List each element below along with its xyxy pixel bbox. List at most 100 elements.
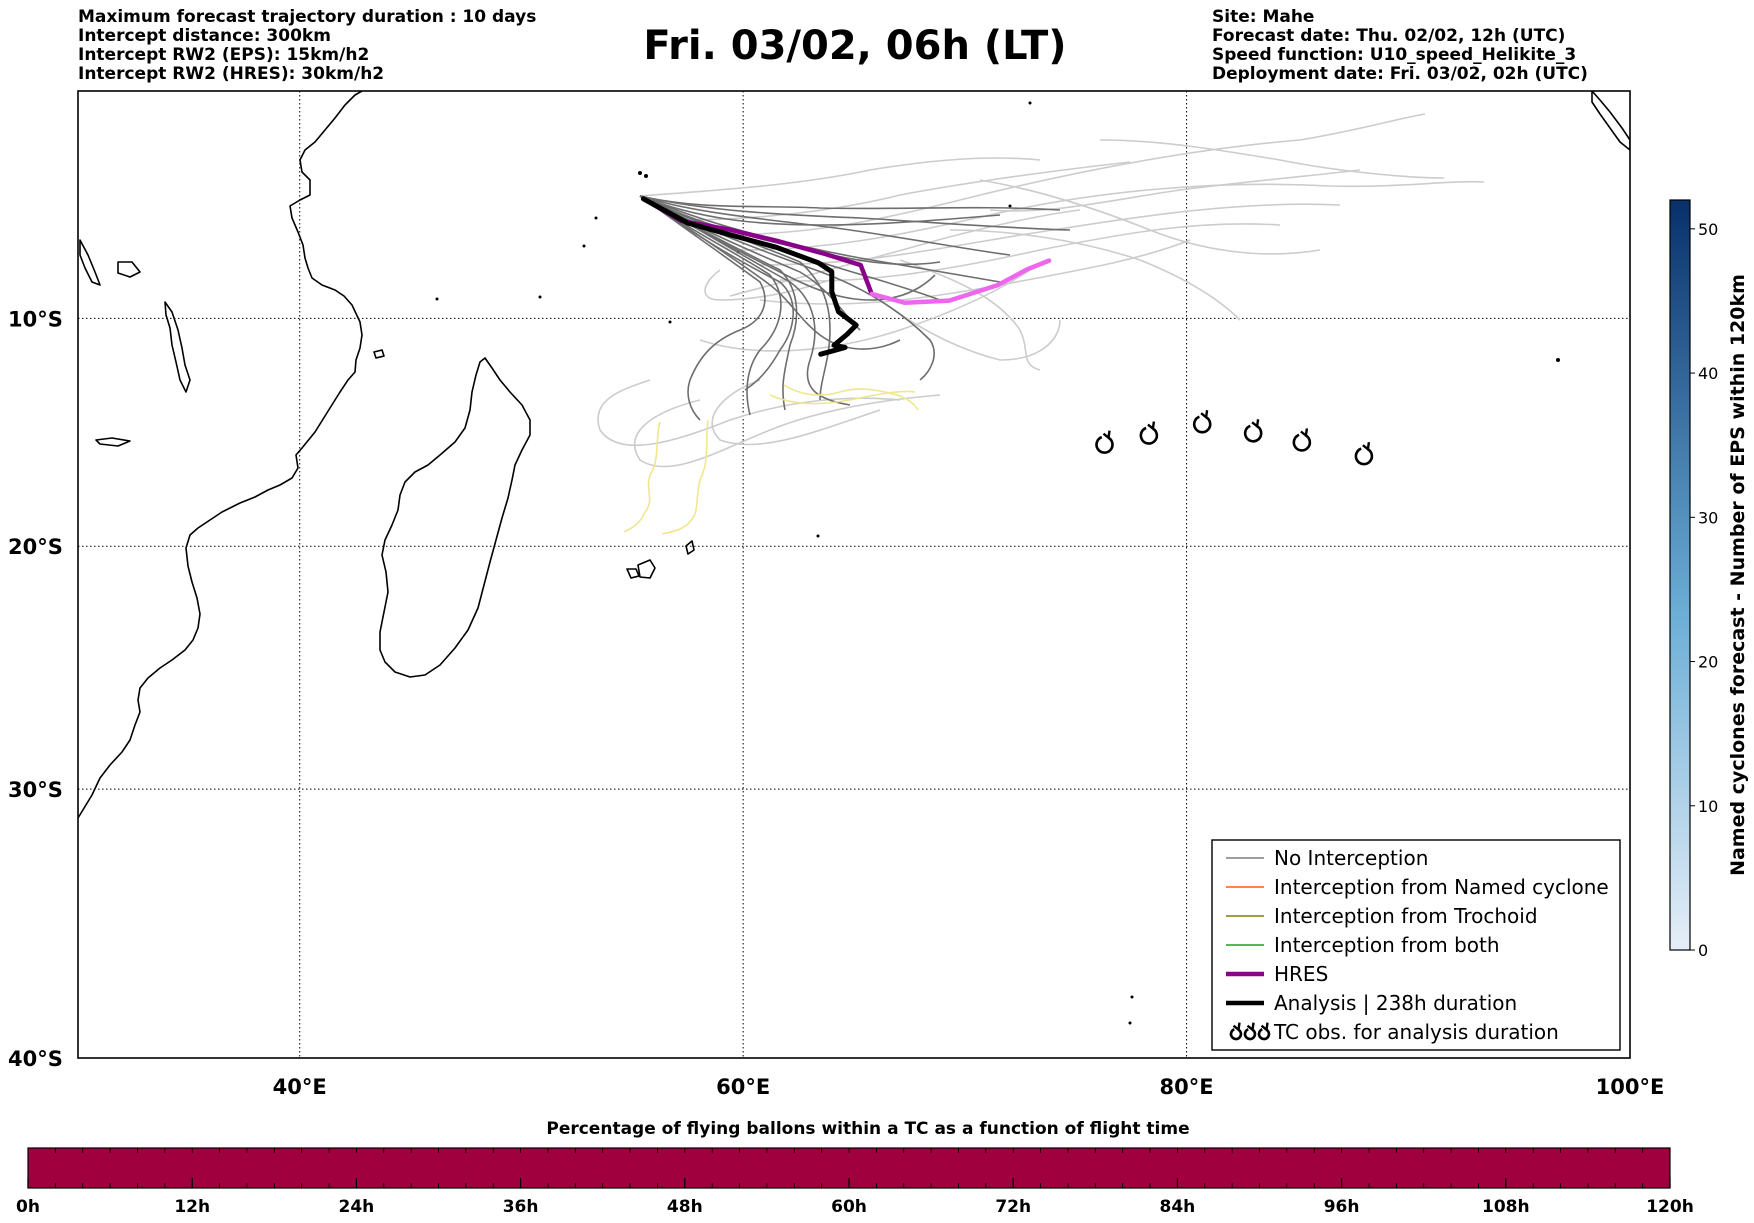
- island: [816, 534, 820, 538]
- header-right-line-speed-function: Speed function: U10_speed_Helikite_3: [1212, 45, 1577, 65]
- legend-cyclone-icon: [1229, 1022, 1243, 1041]
- eps-trajectory: [639, 195, 831, 401]
- island: [435, 297, 439, 301]
- seychelles-island: [638, 171, 642, 175]
- horizontal-colorbar-tick-label: 72h: [995, 1197, 1031, 1217]
- eps-trajectory: [779, 223, 1281, 282]
- header-right-line-deployment-date: Deployment date: Fri. 03/02, 02h (UTC): [1212, 64, 1588, 84]
- analysis-track-line: [640, 196, 859, 357]
- mauritius-island: [637, 559, 656, 579]
- legend-item: Interception from Trochoid: [1226, 904, 1538, 928]
- eps-trajectory: [639, 195, 1071, 231]
- legend-label: Interception from Named cyclone: [1274, 875, 1609, 899]
- island: [1130, 995, 1134, 999]
- horizontal-colorbar: Percentage of flying ballons within a TC…: [16, 1119, 1694, 1217]
- zanzibar-island: [164, 301, 191, 393]
- legend-box: [1211, 839, 1621, 1051]
- legend-item: Analysis | 238h duration: [1226, 991, 1517, 1015]
- island: [538, 295, 542, 299]
- horizontal-colorbar-tick-label: 12h: [174, 1197, 210, 1217]
- horizontal-colorbar-tick-label: 84h: [1160, 1197, 1196, 1217]
- eps-trajectory: [704, 269, 831, 301]
- legend-label: HRES: [1274, 962, 1328, 986]
- legend-label: TC obs. for analysis duration: [1273, 1020, 1559, 1044]
- eps-trajectory: [879, 299, 1061, 361]
- horizontal-colorbar-tick-label: 108h: [1482, 1197, 1530, 1217]
- map-area: [78, 91, 1630, 1058]
- eps-trajectory: [699, 269, 1031, 352]
- header-left-line-rw2-eps: Intercept RW2 (EPS): 15km/h2: [78, 45, 370, 65]
- map-frame: [77, 90, 1631, 1059]
- legend-label: Interception from Trochoid: [1274, 904, 1538, 928]
- vertical-colorbar-tick-label: 40: [1698, 364, 1718, 383]
- tc-observation-symbol: [1292, 428, 1312, 452]
- island: [1128, 1021, 1132, 1025]
- eps-trajectory: [639, 195, 851, 406]
- horizontal-colorbar-tick-label: 120h: [1646, 1197, 1694, 1217]
- island: [1008, 204, 1012, 208]
- tc-observation-symbol: [1243, 419, 1263, 443]
- lake-malawi: [95, 437, 131, 447]
- vertical-colorbar-ticks: 0 10 20 30 40 50: [1690, 220, 1718, 960]
- vertical-colorbar-tick-label: 20: [1698, 653, 1718, 672]
- tc-observations: [1095, 410, 1374, 466]
- eps-trajectories-light: [597, 113, 1485, 468]
- seychelles-island: [644, 174, 648, 178]
- legend: No Interception Interception from Named c…: [1211, 839, 1621, 1051]
- vertical-colorbar-tick-label: 0: [1698, 941, 1708, 960]
- madagascar-coastline: [379, 357, 531, 678]
- eps-trajectory: [633, 394, 941, 468]
- eps-trajectory: [1099, 139, 1445, 179]
- vertical-colorbar-title: Named cyclones forecast - Number of EPS …: [1727, 274, 1749, 876]
- cocos-island: [1556, 358, 1560, 362]
- horizontal-colorbar-tick-label: 24h: [339, 1197, 375, 1217]
- header-left-line-duration: Maximum forecast trajectory duration : 1…: [78, 7, 537, 27]
- amirantes-island: [594, 216, 598, 220]
- eps-trajectory: [711, 379, 881, 446]
- analysis-track: [640, 196, 859, 357]
- eps-trajectory: [739, 180, 1485, 251]
- vertical-colorbar-tick-label: 50: [1698, 220, 1718, 239]
- header-right-line-forecast-date: Forecast date: Thu. 02/02, 12h (UTC): [1212, 26, 1566, 46]
- legend-cyclone-icon: [1257, 1022, 1271, 1041]
- horizontal-colorbar-title: Percentage of flying ballons within a TC…: [546, 1119, 1189, 1139]
- latitude-tick-label: 30°S: [8, 778, 63, 802]
- eps-trajectory: [949, 229, 1241, 321]
- latitude-tick-label: 10°S: [8, 307, 63, 331]
- horizontal-colorbar-ticks: 0h 12h 24h 36h 48h 60h 72h 84h 96h 108h 120h: [16, 1178, 1694, 1217]
- header-right-line-site: Site: Mahe: [1212, 7, 1315, 27]
- eps-trajectory: [639, 195, 1001, 283]
- tc-observation-symbol: [1095, 430, 1114, 454]
- island: [582, 244, 586, 248]
- header-right-info: Site: Mahe Forecast date: Thu. 02/02, 12…: [1212, 8, 1588, 84]
- horizontal-colorbar-minor-ticks: [27, 1148, 1671, 1188]
- header-left-line-rw2-hres: Intercept RW2 (HRES): 30km/h2: [78, 64, 385, 84]
- comoros-island: [373, 349, 385, 359]
- legend-item: No Interception: [1226, 846, 1428, 870]
- eps-trajectory: [639, 195, 1001, 226]
- yellow-trajectory: [783, 384, 919, 411]
- tc-observation-symbol: [1192, 410, 1212, 434]
- eps-trajectory: [639, 157, 1041, 197]
- eps-trajectory: [729, 209, 1081, 297]
- horizontal-colorbar-tick-label: 60h: [831, 1197, 867, 1217]
- eps-trajectory: [639, 195, 766, 421]
- map-title: Fri. 03/02, 06h (LT): [643, 23, 1067, 69]
- yellow-trajectory: [661, 419, 709, 535]
- vertical-colorbar-tick-label: 10: [1698, 797, 1718, 816]
- legend-items: No Interception Interception from Named c…: [1226, 846, 1609, 1044]
- legend-item: Interception from Named cyclone: [1226, 875, 1609, 899]
- horizontal-colorbar-tick-label: 0h: [16, 1197, 40, 1217]
- eps-trajectory: [639, 195, 1011, 256]
- latitude-labels: 10°S 20°S 30°S 40°S: [8, 307, 63, 1071]
- lake-victoria: [117, 261, 141, 278]
- yellow-trajectory: [623, 421, 661, 533]
- lake-outline: [79, 239, 101, 286]
- latitude-tick-label: 20°S: [8, 535, 63, 559]
- eps-trajectories-yellow: [623, 384, 919, 535]
- legend-label: No Interception: [1274, 846, 1428, 870]
- horizontal-colorbar-tick-label: 36h: [503, 1197, 539, 1217]
- horizontal-colorbar-tick-label: 96h: [1324, 1197, 1360, 1217]
- vertical-colorbar-gradient: [1669, 199, 1691, 951]
- eps-trajectory: [639, 195, 794, 391]
